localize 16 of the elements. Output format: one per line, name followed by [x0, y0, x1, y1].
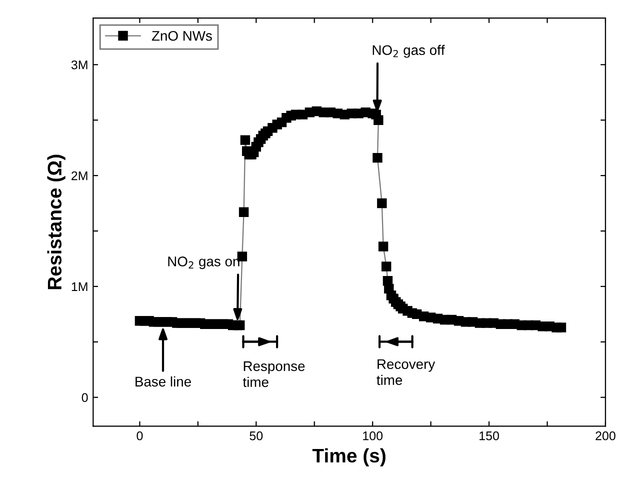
x-axis-title: Time (s) [312, 448, 386, 466]
y-axis-title: Resistance (Ω) [47, 154, 66, 290]
x-tick-label: 0 [136, 431, 143, 440]
annotation: Recovery time [376, 359, 436, 386]
y-tick-label: 0 [82, 393, 88, 402]
y-tick-label: 3M [71, 60, 88, 70]
annotation: NO$_{2}$ gas off [372, 44, 445, 58]
x-tick-label: 200 [596, 431, 616, 440]
x-tick-label: 100 [363, 431, 383, 440]
legend-label: ZnO NWs [152, 30, 212, 41]
y-tick-label: 1M [72, 282, 88, 291]
annotation: Base line [136, 376, 191, 387]
x-tick-label: 150 [480, 431, 499, 440]
annotation: Response time [242, 361, 305, 388]
x-tick-label: 50 [250, 431, 263, 440]
y-tick-label: 2M [72, 171, 88, 180]
